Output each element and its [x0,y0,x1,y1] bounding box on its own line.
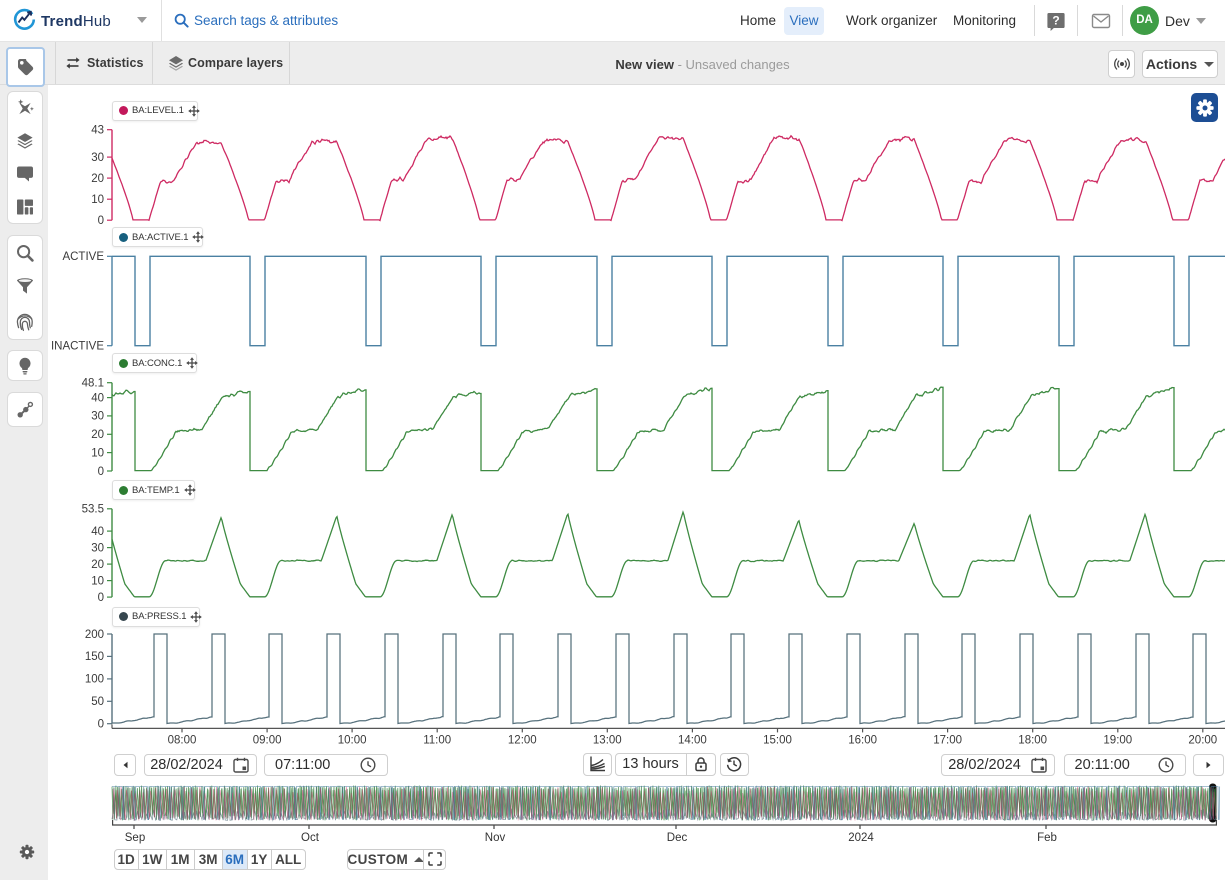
svg-text:13:00: 13:00 [593,734,622,746]
svg-text:0: 0 [98,215,104,227]
svg-text:20:00: 20:00 [1188,734,1217,746]
svg-text:17:00: 17:00 [933,734,962,746]
svg-text:10: 10 [91,575,104,587]
svg-text:Feb: Feb [1037,832,1057,844]
svg-text:12:00: 12:00 [508,734,537,746]
svg-text:INACTIVE: INACTIVE [51,341,104,353]
svg-text:40: 40 [91,526,104,538]
svg-text:16:00: 16:00 [848,734,877,746]
svg-text:10: 10 [91,447,104,459]
svg-text:15:00: 15:00 [763,734,792,746]
svg-text:ACTIVE: ACTIVE [62,251,104,263]
svg-text:11:00: 11:00 [423,734,451,746]
svg-text:Sep: Sep [125,832,145,844]
svg-text:30: 30 [91,542,104,554]
svg-text:2024: 2024 [848,832,874,844]
svg-text:18:00: 18:00 [1018,734,1047,746]
svg-text:Dec: Dec [667,832,688,844]
svg-text:200: 200 [85,629,104,641]
svg-text:43: 43 [91,125,104,137]
svg-text:48.1: 48.1 [82,378,104,390]
svg-text:50: 50 [91,696,104,708]
svg-text:100: 100 [85,674,104,686]
svg-text:40: 40 [91,392,104,404]
svg-text:0: 0 [98,719,104,731]
svg-text:19:00: 19:00 [1103,734,1132,746]
svg-text:14:00: 14:00 [678,734,707,746]
svg-text:10:00: 10:00 [338,734,367,746]
svg-text:Nov: Nov [485,832,506,844]
svg-text:53.5: 53.5 [82,504,104,516]
svg-text:Oct: Oct [301,832,320,844]
svg-text:0: 0 [98,592,104,604]
svg-text:0: 0 [98,466,104,478]
svg-text:?: ? [1052,14,1059,28]
svg-text:150: 150 [85,651,104,663]
svg-text:09:00: 09:00 [253,734,282,746]
svg-text:10: 10 [91,194,104,206]
svg-text:20: 20 [91,173,104,185]
svg-text:30: 30 [91,152,104,164]
svg-text:20: 20 [91,429,104,441]
svg-text:08:00: 08:00 [168,734,197,746]
svg-text:30: 30 [91,411,104,423]
svg-text:20: 20 [91,559,104,571]
